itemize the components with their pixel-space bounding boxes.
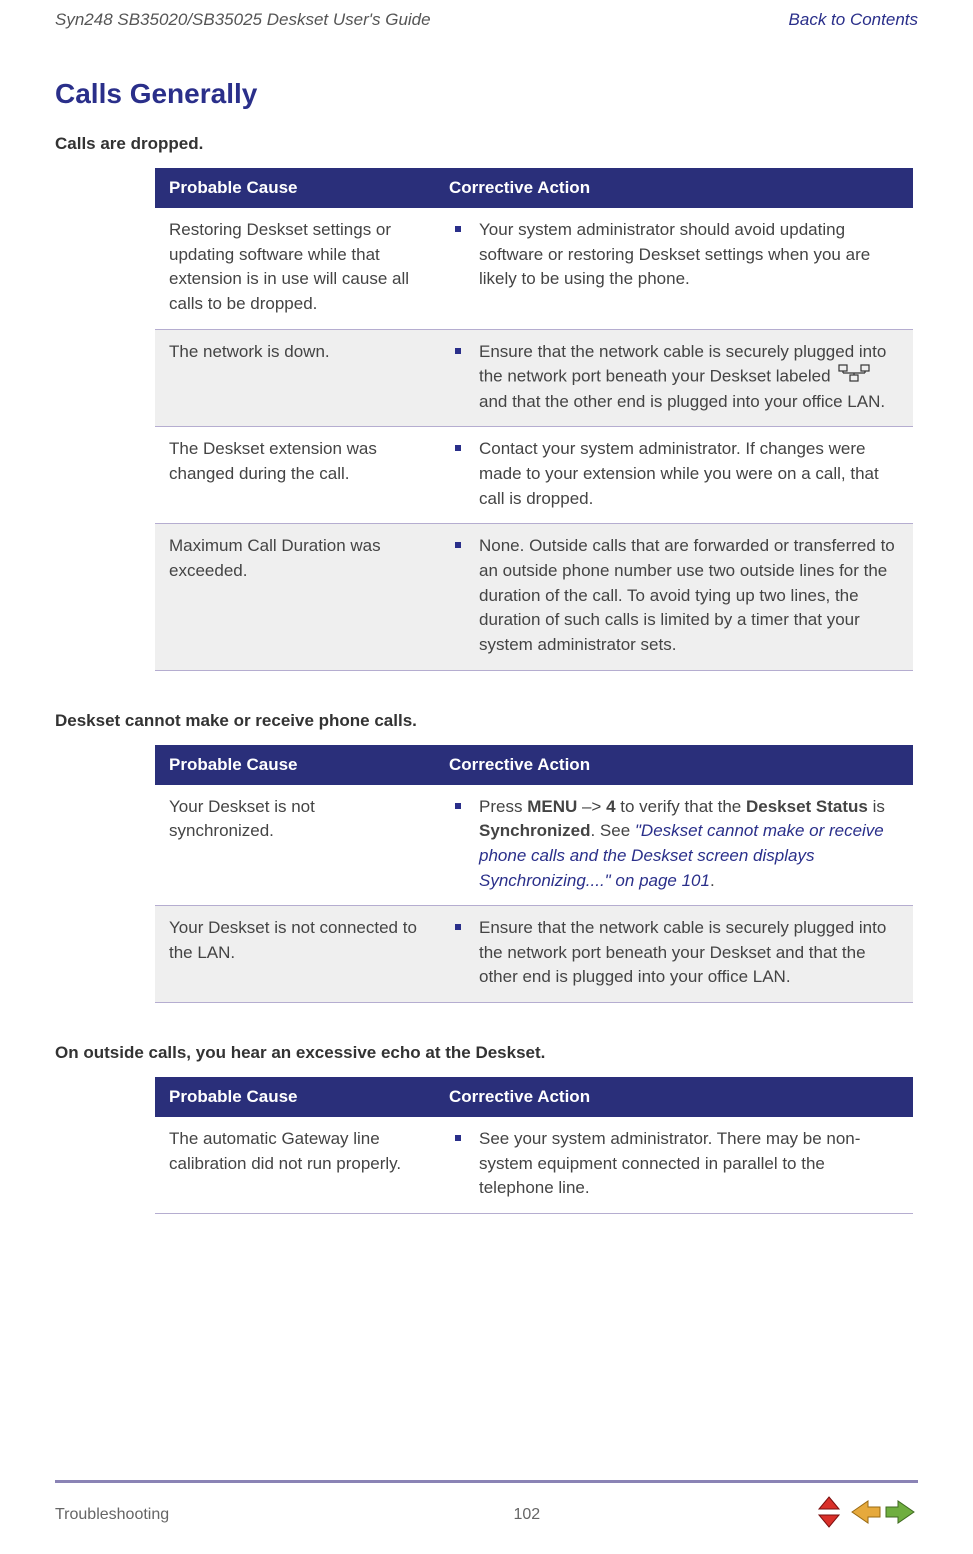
action-text: None. Outside calls that are forwarded o…: [479, 534, 899, 657]
action-cell: Your system administrator should avoid u…: [435, 208, 913, 329]
cause-cell: Your Deskset is not synchronized.: [155, 785, 435, 906]
col-action: Corrective Action: [435, 1077, 913, 1117]
action-cell: See your system administrator. There may…: [435, 1117, 913, 1213]
table-row: Maximum Call Duration was exceeded. None…: [155, 524, 913, 670]
text-fragment: –>: [577, 797, 606, 816]
cause-cell: The Deskset extension was changed during…: [155, 427, 435, 524]
footer-nav: [812, 1495, 918, 1534]
action-cell: Ensure that the network cable is securel…: [435, 329, 913, 427]
table-row: Your Deskset is not connected to the LAN…: [155, 906, 913, 1003]
troubleshoot-table: Probable Cause Corrective Action Restori…: [155, 168, 913, 671]
cause-cell: Maximum Call Duration was exceeded.: [155, 524, 435, 670]
page-footer: Troubleshooting 102: [55, 1480, 918, 1554]
troubleshoot-table: Probable Cause Corrective Action The aut…: [155, 1077, 913, 1214]
page-title: Calls Generally: [55, 78, 918, 110]
nav-next-button[interactable]: [884, 1495, 918, 1534]
footer-page-number: 102: [354, 1506, 813, 1524]
text-fragment: MENU: [527, 797, 577, 816]
table-row: The network is down. Ensure that the net…: [155, 329, 913, 427]
action-text: Your system administrator should avoid u…: [479, 218, 899, 292]
text-fragment: 4: [606, 797, 615, 816]
square-bullet-icon: [455, 1135, 461, 1141]
lan-port-icon: [837, 364, 871, 390]
cause-cell: Restoring Deskset settings or updating s…: [155, 208, 435, 329]
nav-prev-button[interactable]: [848, 1495, 882, 1534]
troubleshoot-table: Probable Cause Corrective Action Your De…: [155, 745, 913, 1003]
text-fragment: is: [868, 797, 885, 816]
square-bullet-icon: [455, 924, 461, 930]
cause-cell: The network is down.: [155, 329, 435, 427]
table-row: The Deskset extension was changed during…: [155, 427, 913, 524]
action-cell: Press MENU –> 4 to verify that the Desks…: [435, 785, 913, 906]
text-fragment: . See: [590, 821, 634, 840]
square-bullet-icon: [455, 226, 461, 232]
action-text: Ensure that the network cable is securel…: [479, 340, 899, 415]
table-row: The automatic Gateway line calibration d…: [155, 1117, 913, 1213]
col-cause: Probable Cause: [155, 1077, 435, 1117]
back-to-contents-link[interactable]: Back to Contents: [789, 10, 918, 30]
col-action: Corrective Action: [435, 745, 913, 785]
action-text: See your system administrator. There may…: [479, 1127, 899, 1201]
issue-heading: Deskset cannot make or receive phone cal…: [55, 711, 918, 731]
issue-heading: On outside calls, you hear an excessive …: [55, 1043, 918, 1063]
text-fragment: .: [710, 871, 715, 890]
text-fragment: Press: [479, 797, 527, 816]
page-body: Syn248 SB35020/SB35025 Deskset User's Gu…: [0, 0, 973, 1480]
doc-title-text: Syn248 SB35020/SB35025 Deskset User's Gu…: [55, 10, 431, 30]
table-row: Your Deskset is not synchronized. Press …: [155, 785, 913, 906]
cause-cell: The automatic Gateway line calibration d…: [155, 1117, 435, 1213]
square-bullet-icon: [455, 348, 461, 354]
running-header: Syn248 SB35020/SB35025 Deskset User's Gu…: [55, 10, 918, 30]
col-cause: Probable Cause: [155, 745, 435, 785]
text-fragment: Deskset Status: [746, 797, 868, 816]
text-fragment: Ensure that the network cable is securel…: [479, 342, 886, 386]
text-fragment: to verify that the: [616, 797, 746, 816]
col-action: Corrective Action: [435, 168, 913, 208]
table-row: Restoring Deskset settings or updating s…: [155, 208, 913, 329]
nav-up-down-button[interactable]: [812, 1495, 846, 1534]
action-cell: Ensure that the network cable is securel…: [435, 906, 913, 1003]
action-cell: Contact your system administrator. If ch…: [435, 427, 913, 524]
footer-section-name: Troubleshooting: [55, 1506, 354, 1524]
square-bullet-icon: [455, 803, 461, 809]
action-cell: None. Outside calls that are forwarded o…: [435, 524, 913, 670]
cause-cell: Your Deskset is not connected to the LAN…: [155, 906, 435, 1003]
issue-heading: Calls are dropped.: [55, 134, 918, 154]
action-text: Contact your system administrator. If ch…: [479, 437, 899, 511]
action-text: Press MENU –> 4 to verify that the Desks…: [479, 795, 899, 894]
text-fragment: and that the other end is plugged into y…: [479, 392, 885, 411]
text-fragment: Synchronized: [479, 821, 590, 840]
action-text: Ensure that the network cable is securel…: [479, 916, 899, 990]
square-bullet-icon: [455, 445, 461, 451]
col-cause: Probable Cause: [155, 168, 435, 208]
square-bullet-icon: [455, 542, 461, 548]
